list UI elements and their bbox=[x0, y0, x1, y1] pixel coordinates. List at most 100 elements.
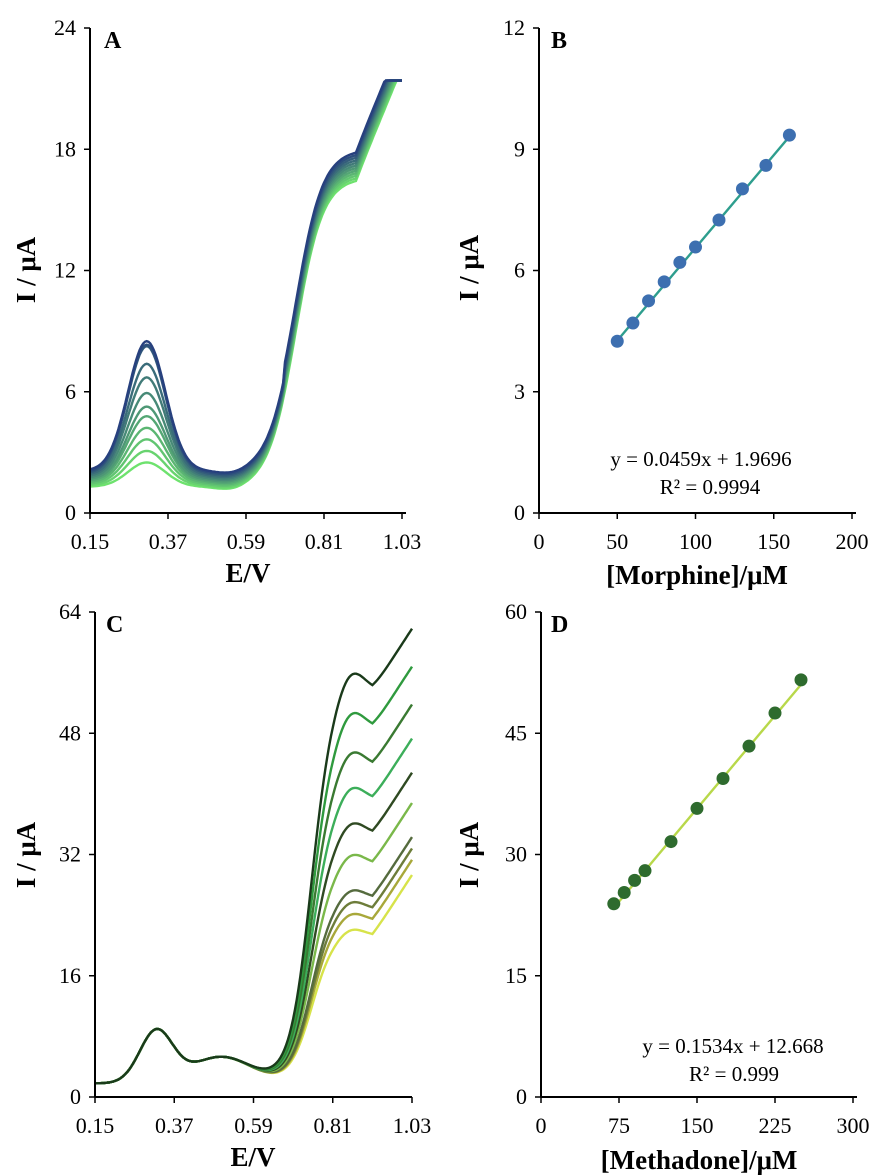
panel-d-marks bbox=[607, 673, 808, 911]
panel-b-y-tick-label: 6 bbox=[514, 258, 525, 283]
panel-a-x-tick-label: 1.03 bbox=[383, 529, 422, 554]
panel-a-curve bbox=[89, 79, 402, 474]
panel-c-curve bbox=[95, 802, 413, 1085]
panel-a-y-tick-label: 24 bbox=[54, 15, 76, 40]
panel-b-point bbox=[642, 294, 656, 308]
panel-d-y-tick-label: 0 bbox=[516, 1084, 527, 1109]
panel-d-point bbox=[742, 739, 756, 753]
panel-a-curve bbox=[89, 79, 402, 480]
panel-a-curve bbox=[89, 79, 402, 482]
panel-b-point bbox=[735, 182, 749, 196]
panel-a-y-label: I / μA bbox=[11, 236, 41, 303]
panel-b-point bbox=[610, 334, 624, 348]
panel-c-curve bbox=[95, 628, 414, 1085]
panel-a-y-tick-label: 6 bbox=[65, 379, 76, 404]
panel-b: 0 50 100 150 200 0 3 6 9 12 B y = 0.0459x + 1.969… bbox=[454, 15, 869, 590]
panel-d-point bbox=[617, 885, 631, 899]
panel-a-x-tick-label: 0.37 bbox=[149, 529, 188, 554]
panel-b-y-label: I / μA bbox=[454, 234, 484, 301]
panel-a: 0.15 0.37 0.59 0.81 1.03 0 6 12 18 24 A E/V I / μ… bbox=[11, 15, 421, 588]
panel-d-r2: R² = 0.999 bbox=[689, 1062, 779, 1086]
panel-b-r2: R² = 0.9994 bbox=[660, 475, 761, 499]
panel-d-point bbox=[716, 772, 730, 786]
panel-a-curve bbox=[89, 79, 402, 483]
panel-d-x-tick-label: 225 bbox=[759, 1113, 792, 1138]
panel-d-x-tick-label: 75 bbox=[608, 1113, 630, 1138]
panel-b-y-tick-label: 12 bbox=[503, 15, 525, 40]
panel-d: 0 75 150 225 300 0 15 30 45 60 D y = 0.1534x + 12… bbox=[454, 599, 870, 1175]
panel-b-equation: y = 0.0459x + 1.9696 bbox=[610, 447, 791, 471]
panel-c-y-tick-label: 48 bbox=[59, 720, 81, 745]
panel-d-point bbox=[638, 864, 652, 878]
panel-a-y-tick-label: 18 bbox=[54, 136, 76, 161]
panel-d-label: D bbox=[551, 612, 568, 638]
panel-d-y-tick-label: 30 bbox=[505, 842, 527, 867]
panel-d-point bbox=[768, 706, 782, 720]
panel-b-y-tick-label: 0 bbox=[514, 500, 525, 525]
panel-c-x-tick-label: 1.03 bbox=[393, 1113, 432, 1138]
panel-c-curve bbox=[95, 772, 413, 1085]
panel-b-ticks: 0 50 100 150 200 0 3 6 9 12 bbox=[503, 15, 869, 554]
panel-d-y-tick-label: 45 bbox=[505, 720, 527, 745]
panel-d-x-tick-label: 300 bbox=[837, 1113, 870, 1138]
panel-b-x-tick-label: 100 bbox=[679, 529, 712, 554]
panel-d-point bbox=[607, 897, 621, 911]
panel-b-label: B bbox=[551, 28, 567, 54]
panel-d-y-tick-label: 60 bbox=[505, 599, 527, 624]
panel-a-curve bbox=[89, 79, 402, 479]
panel-c-x-tick-label: 0.59 bbox=[234, 1113, 273, 1138]
panel-c-x-tick-label: 0.15 bbox=[76, 1113, 115, 1138]
panel-c-x-tick-label: 0.37 bbox=[155, 1113, 194, 1138]
panel-c-ticks: 0.15 0.37 0.59 0.81 1.03 0 16 32 48 64 bbox=[59, 599, 431, 1138]
panel-b-y-tick-label: 9 bbox=[514, 136, 525, 161]
panel-d-ticks: 0 75 150 225 300 0 15 30 45 60 bbox=[505, 599, 870, 1138]
panel-a-curve bbox=[89, 79, 402, 490]
panel-b-marks bbox=[610, 128, 796, 348]
panel-b-x-tick-label: 200 bbox=[836, 529, 869, 554]
panel-a-y-tick-label: 0 bbox=[65, 500, 76, 525]
panel-a-x-tick-label: 0.59 bbox=[227, 529, 266, 554]
panel-d-point bbox=[628, 873, 642, 887]
panel-d-point bbox=[664, 835, 678, 849]
panel-d-x-label: [Methadone]/μM bbox=[601, 1145, 798, 1175]
panel-d-y-label: I / μA bbox=[454, 821, 484, 888]
panel-a-x-tick-label: 0.81 bbox=[305, 529, 344, 554]
panel-a-x-label: E/V bbox=[225, 558, 271, 588]
panel-a-ticks: 0.15 0.37 0.59 0.81 1.03 0 6 12 18 24 bbox=[54, 15, 421, 554]
panel-b-point bbox=[626, 316, 640, 330]
panel-c: 0.15 0.37 0.59 0.81 1.03 0 16 32 48 64 C E/V I / … bbox=[11, 599, 431, 1172]
panel-c-y-tick-label: 32 bbox=[59, 842, 81, 867]
panel-b-point bbox=[657, 275, 671, 289]
panel-c-y-tick-label: 64 bbox=[59, 599, 81, 624]
panel-d-equation: y = 0.1534x + 12.668 bbox=[642, 1034, 823, 1058]
panel-c-label: C bbox=[106, 612, 123, 638]
panel-b-point bbox=[782, 128, 796, 142]
panel-c-curve bbox=[95, 665, 414, 1085]
panel-c-y-tick-label: 16 bbox=[59, 963, 81, 988]
panel-c-y-tick-label: 0 bbox=[70, 1084, 81, 1109]
panel-b-x-label: [Morphine]/μM bbox=[606, 560, 788, 590]
panel-d-x-tick-label: 150 bbox=[681, 1113, 714, 1138]
panel-c-curve bbox=[95, 737, 413, 1085]
panel-b-point bbox=[689, 240, 702, 254]
panel-d-y-tick-label: 15 bbox=[505, 963, 527, 988]
panel-a-curve bbox=[89, 79, 402, 489]
panel-c-y-label: I / μA bbox=[11, 821, 41, 888]
panel-c-x-label: E/V bbox=[230, 1142, 276, 1172]
panel-d-x-tick-label: 0 bbox=[536, 1113, 547, 1138]
panel-b-x-tick-label: 50 bbox=[606, 529, 628, 554]
panel-c-x-tick-label: 0.81 bbox=[314, 1113, 353, 1138]
panel-b-point bbox=[712, 213, 726, 227]
panel-b-x-tick-label: 150 bbox=[757, 529, 790, 554]
panel-d-point bbox=[794, 673, 808, 687]
panel-a-label: A bbox=[104, 28, 122, 54]
panel-a-y-tick-label: 12 bbox=[54, 258, 76, 283]
panel-a-x-tick-label: 0.15 bbox=[71, 529, 110, 554]
panel-b-point bbox=[759, 158, 773, 172]
panel-b-x-tick-label: 0 bbox=[534, 529, 545, 554]
panel-a-curve bbox=[89, 79, 402, 487]
panel-d-point bbox=[690, 801, 704, 815]
panel-a-curves bbox=[89, 79, 402, 490]
panel-c-curve bbox=[95, 874, 413, 1085]
